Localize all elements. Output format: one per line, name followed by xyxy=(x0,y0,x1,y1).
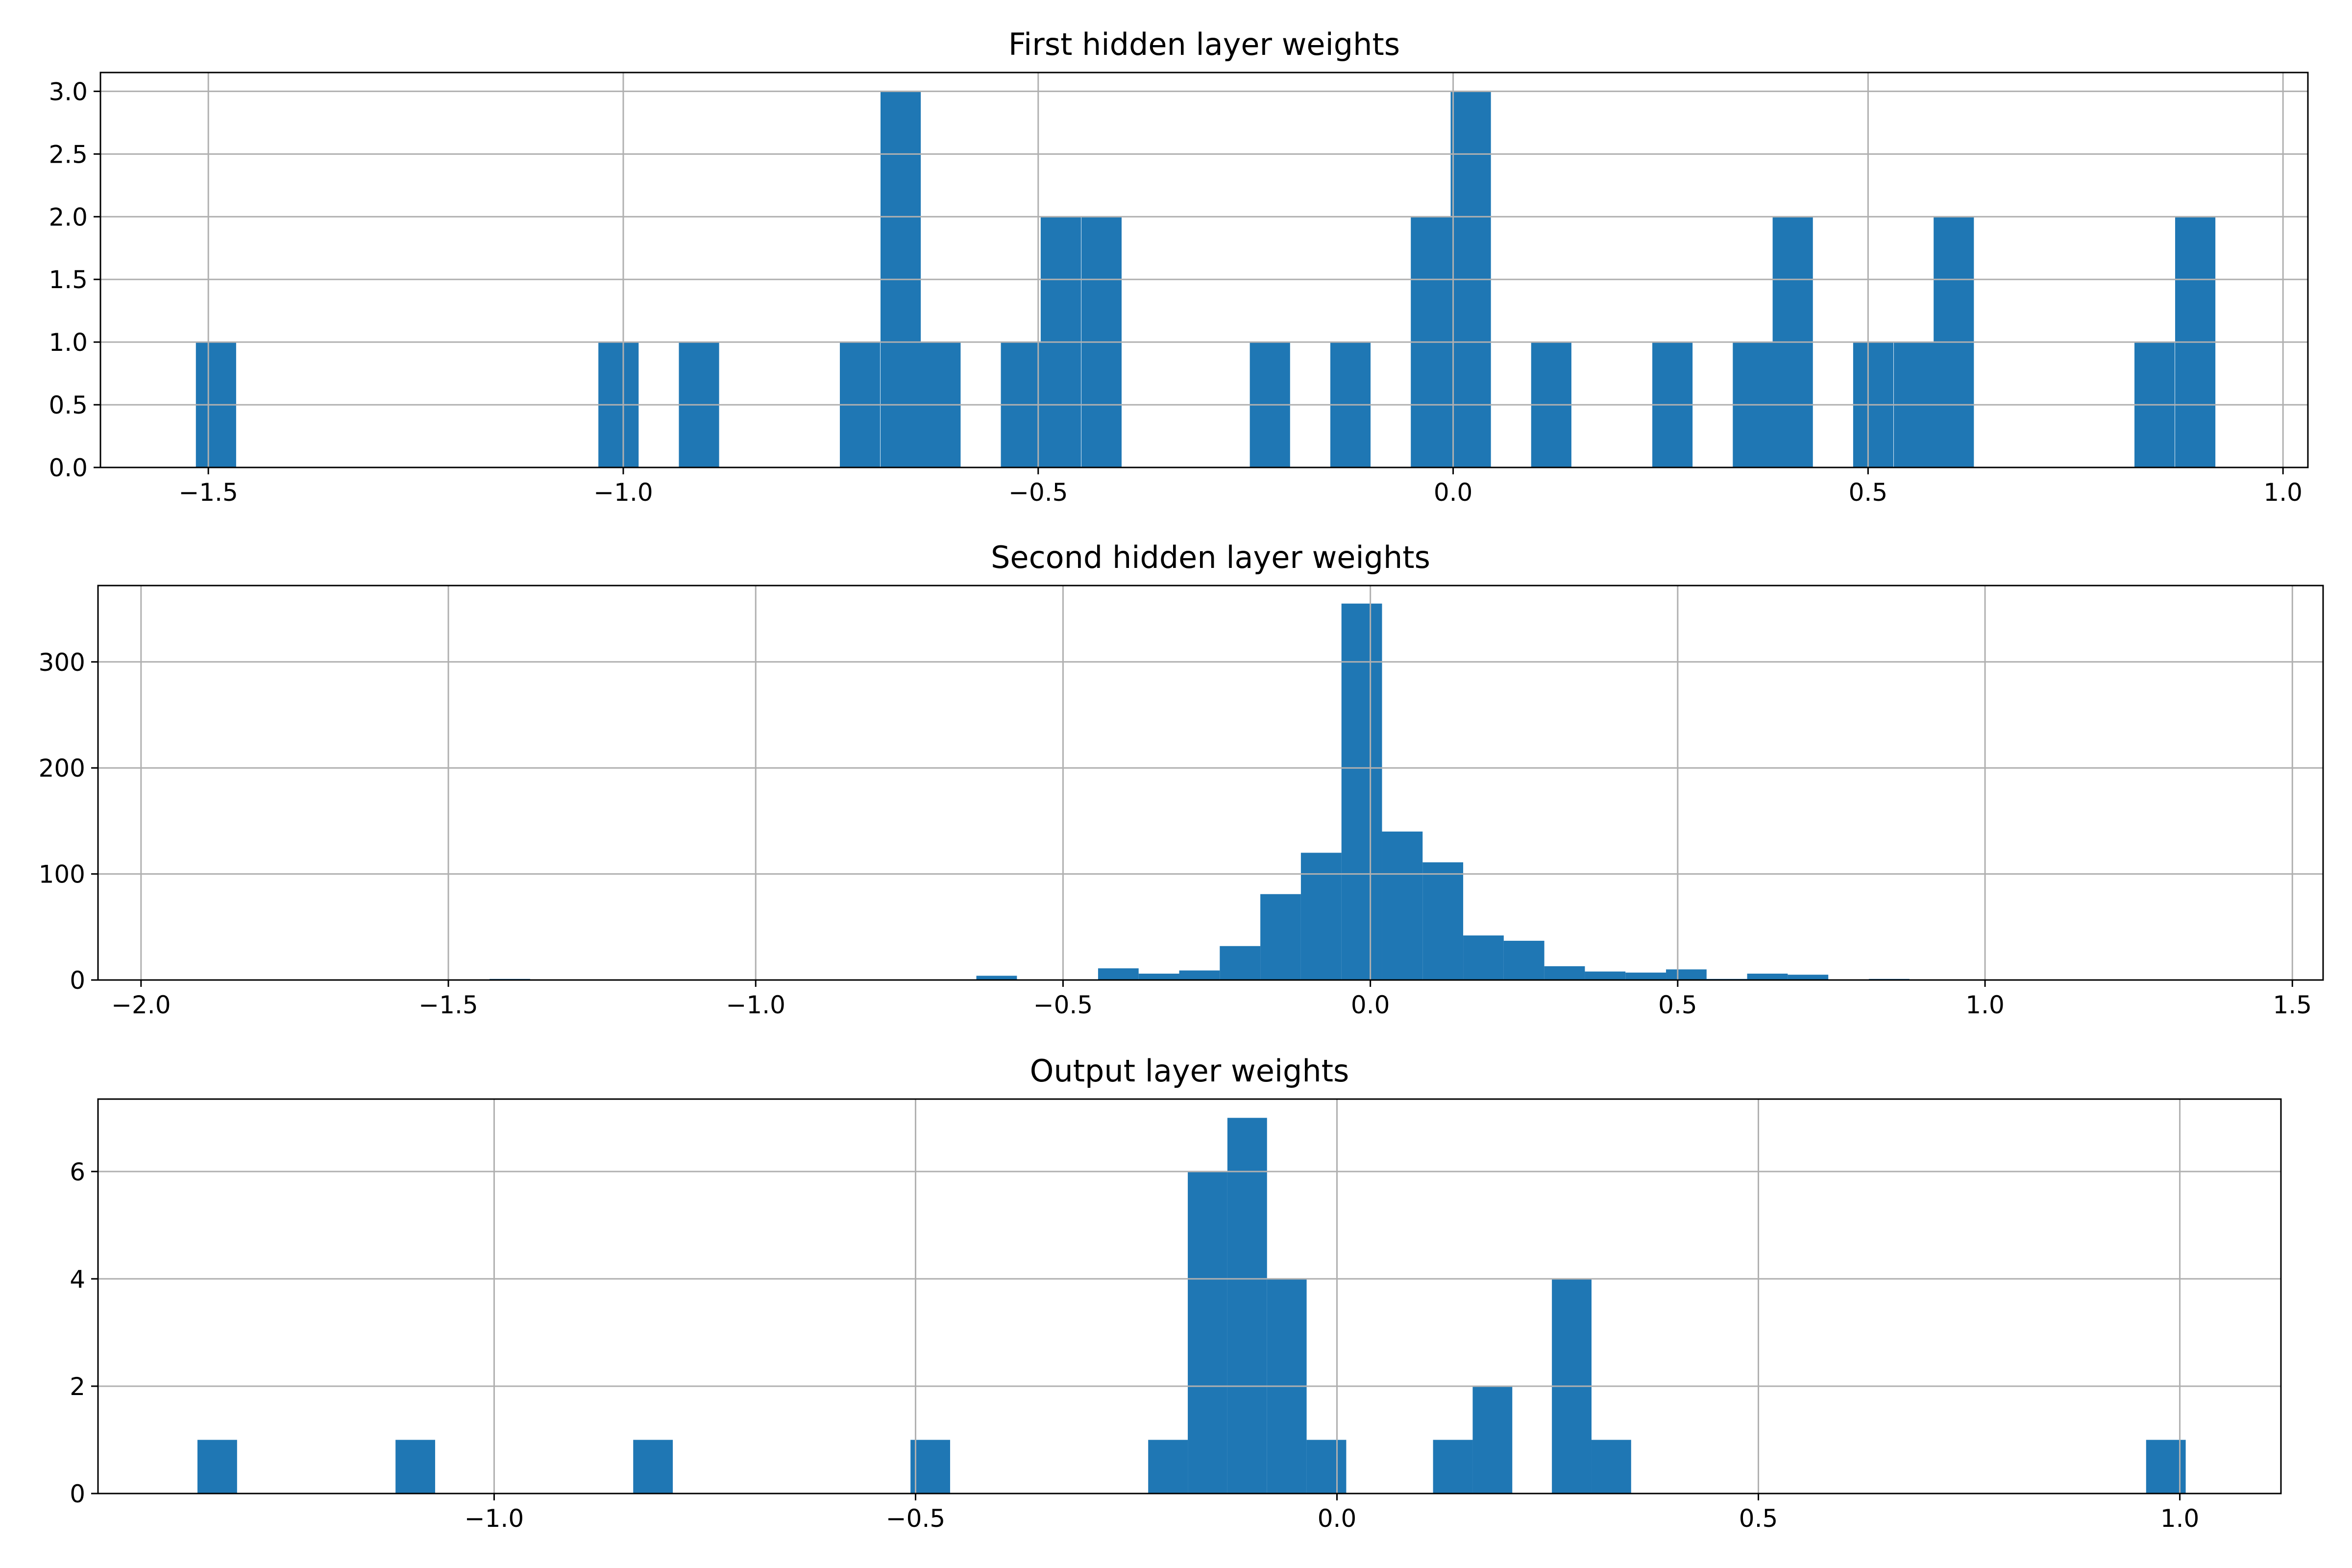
output-y-tick-label: 6 xyxy=(70,1158,85,1186)
output-y-ticks: 0 2 4 6 xyxy=(70,1158,98,1508)
output-y-tick-label: 0 xyxy=(70,1480,85,1508)
output-layer-panel: Output layer weights −1.0 −0.5 0.0 0.5 1.0 0 2… xyxy=(70,1053,2282,1533)
output-layer-title: Output layer weights xyxy=(1030,1053,1349,1089)
second-hidden-bar xyxy=(1463,935,1504,980)
second-hidden-bar xyxy=(1585,971,1626,980)
output-bar xyxy=(1591,1440,1631,1494)
second-hidden-bars xyxy=(490,603,1910,980)
first-hidden-y-ticks: 0.0 0.5 1.0 1.5 2.0 2.5 3.0 xyxy=(49,77,100,482)
second-hidden-bar xyxy=(1220,946,1261,980)
output-y-tick-label: 2 xyxy=(70,1372,85,1401)
second-hidden-bar xyxy=(1747,974,1788,980)
output-bar xyxy=(1188,1171,1227,1494)
second-hidden-x-tick-label: 0.0 xyxy=(1351,991,1390,1019)
first-hidden-x-tick-label: 1.0 xyxy=(2263,478,2303,507)
second-hidden-y-tick-label: 100 xyxy=(39,860,85,889)
output-bar xyxy=(197,1440,237,1494)
second-hidden-x-tick-label: 1.5 xyxy=(2273,991,2312,1019)
output-x-tick-label: 0.0 xyxy=(1318,1504,1357,1533)
second-hidden-bar xyxy=(1503,940,1544,980)
second-hidden-bar xyxy=(1625,972,1666,980)
output-bar xyxy=(633,1440,673,1494)
second-hidden-bar xyxy=(1422,862,1464,980)
second-hidden-bar xyxy=(1666,969,1707,980)
first-hidden-y-tick-label: 0.0 xyxy=(49,454,88,482)
second-hidden-x-tick-label: −1.5 xyxy=(418,991,478,1019)
first-hidden-y-tick-label: 3.0 xyxy=(49,77,88,106)
first-hidden-x-tick-label: 0.0 xyxy=(1434,478,1473,507)
second-hidden-y-tick-label: 200 xyxy=(39,754,85,783)
output-bar xyxy=(1306,1440,1347,1494)
output-bar xyxy=(1472,1386,1513,1494)
output-bar xyxy=(395,1440,436,1494)
first-hidden-y-tick-label: 1.0 xyxy=(49,328,88,357)
output-bar xyxy=(1227,1118,1267,1494)
output-x-tick-label: 0.5 xyxy=(1739,1504,1778,1533)
second-hidden-bar xyxy=(1341,603,1382,980)
second-hidden-layer-panel: Second hidden layer weights −2.0 −1.5 −1.0… xyxy=(39,539,2324,1019)
second-hidden-axes-frame xyxy=(97,585,2324,981)
output-axes-frame xyxy=(97,1098,2282,1494)
second-hidden-x-ticks: −2.0 −1.5 −1.0 −0.5 0.0 0.5 1.0 1.5 xyxy=(111,980,2312,1019)
second-hidden-y-ticks: 0 100 200 300 xyxy=(39,648,98,995)
first-hidden-x-tick-label: −1.0 xyxy=(593,478,653,507)
first-hidden-axes-frame xyxy=(99,72,2309,468)
first-hidden-grid xyxy=(100,73,2308,468)
second-hidden-bar xyxy=(1382,832,1423,980)
output-x-tick-label: −0.5 xyxy=(886,1504,945,1533)
first-hidden-layer-title: First hidden layer weights xyxy=(1008,26,1400,62)
output-y-tick-label: 4 xyxy=(70,1265,85,1294)
second-hidden-bar xyxy=(1138,974,1179,980)
output-bar xyxy=(910,1440,950,1494)
second-hidden-x-tick-label: 0.5 xyxy=(1658,991,1697,1019)
first-hidden-x-ticks: −1.5 −1.0 −0.5 0.0 0.5 1.0 xyxy=(178,467,2303,507)
second-hidden-y-tick-label: 0 xyxy=(70,966,85,995)
output-bar xyxy=(1148,1440,1188,1494)
second-hidden-x-tick-label: −2.0 xyxy=(111,991,171,1019)
second-hidden-bar xyxy=(1788,975,1829,980)
second-hidden-bar xyxy=(976,976,1017,980)
second-hidden-bar xyxy=(1098,968,1139,980)
first-hidden-y-tick-label: 0.5 xyxy=(49,391,88,419)
output-x-tick-label: −1.0 xyxy=(465,1504,524,1533)
first-hidden-y-tick-label: 2.5 xyxy=(49,140,88,169)
first-hidden-y-tick-label: 1.5 xyxy=(49,266,88,294)
first-hidden-y-tick-label: 2.0 xyxy=(49,203,88,231)
second-hidden-bar xyxy=(1300,853,1342,980)
second-hidden-bar xyxy=(1260,894,1301,980)
output-x-ticks: −1.0 −0.5 0.0 0.5 1.0 xyxy=(465,1494,2200,1533)
second-hidden-x-tick-label: −1.0 xyxy=(726,991,785,1019)
output-x-tick-label: 1.0 xyxy=(2160,1504,2200,1533)
first-hidden-layer-panel: First hidden layer weights −1.5 −1.0 −0.5 0… xyxy=(49,26,2309,507)
second-hidden-bar xyxy=(1544,966,1585,980)
second-hidden-bar xyxy=(1179,970,1220,980)
first-hidden-x-tick-label: −1.5 xyxy=(178,478,238,507)
first-hidden-x-tick-label: 0.5 xyxy=(1849,478,1888,507)
second-hidden-x-tick-label: 1.0 xyxy=(1965,991,2005,1019)
second-hidden-layer-title: Second hidden layer weights xyxy=(991,539,1430,575)
second-hidden-x-tick-label: −0.5 xyxy=(1033,991,1093,1019)
output-bar xyxy=(1433,1440,1473,1494)
second-hidden-y-tick-label: 300 xyxy=(39,648,85,677)
first-hidden-x-tick-label: −0.5 xyxy=(1008,478,1068,507)
